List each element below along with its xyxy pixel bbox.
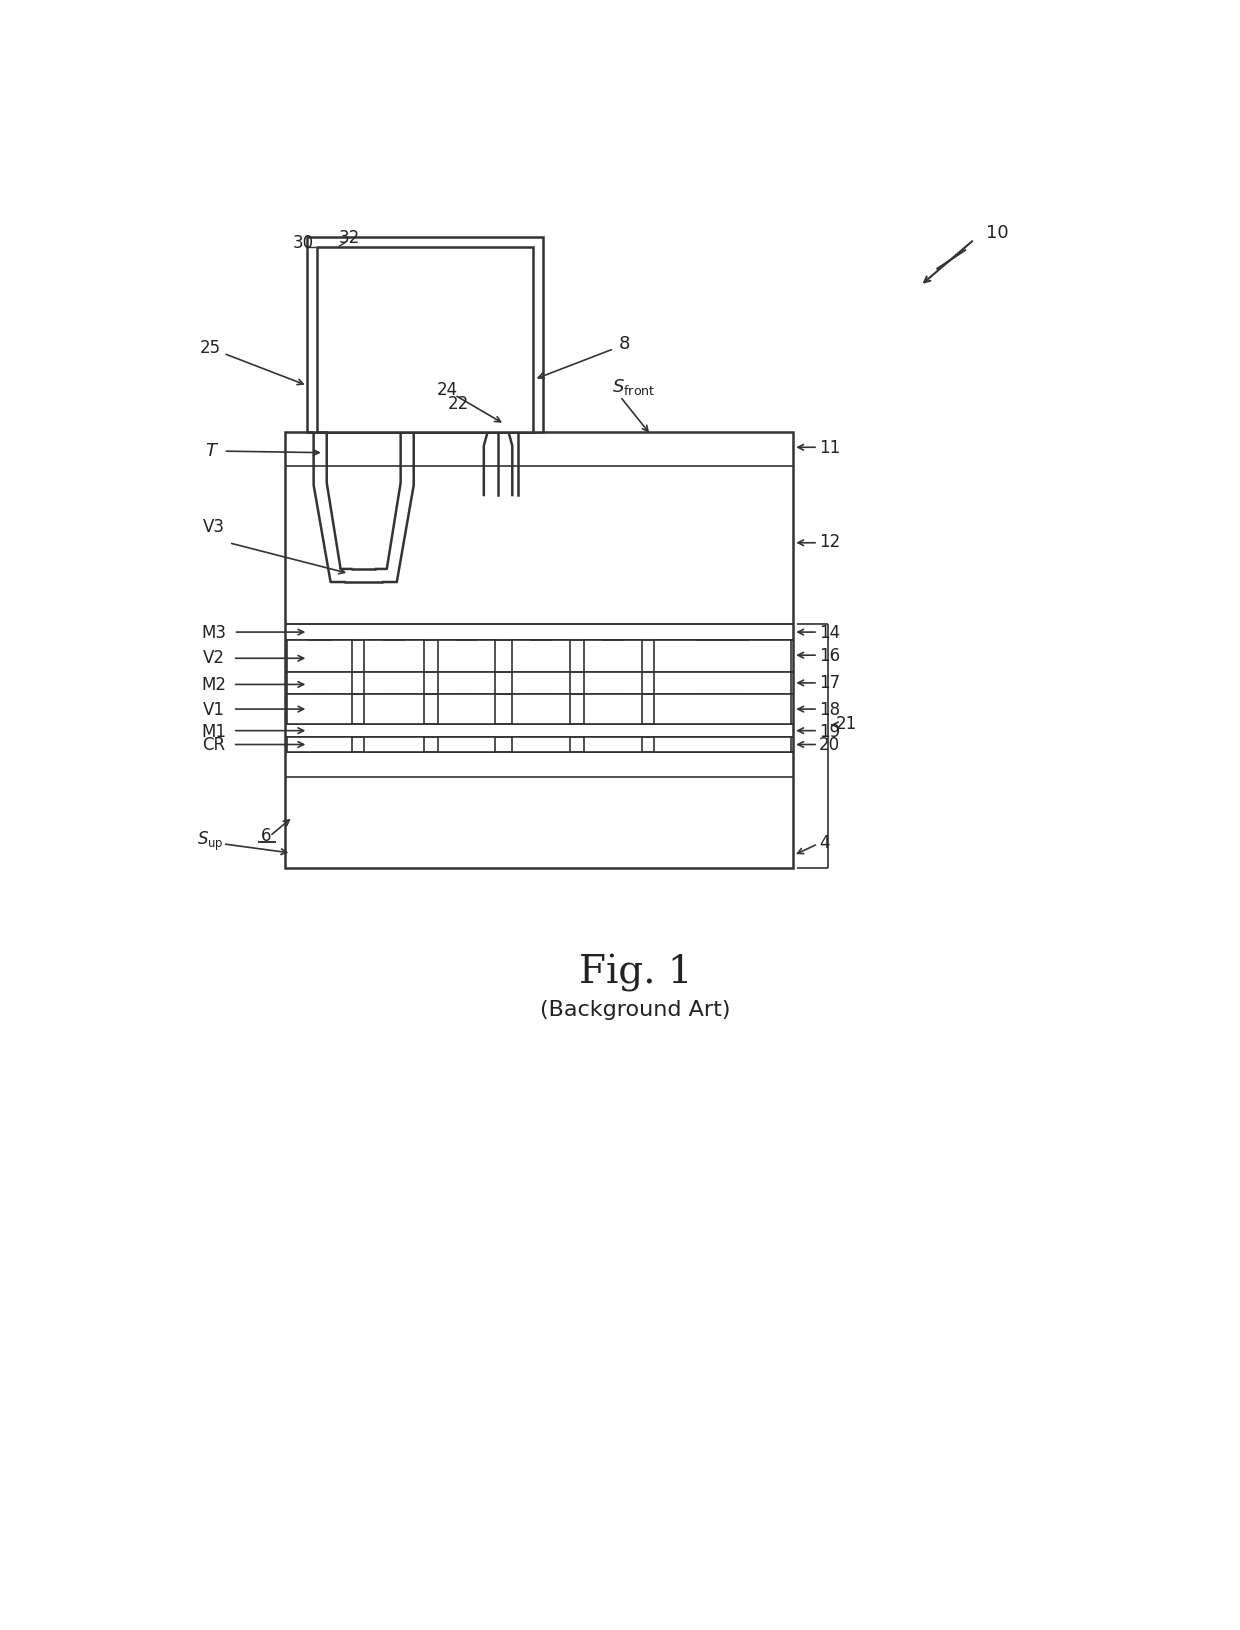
Text: M1: M1 — [201, 722, 226, 740]
Bar — [653, 737, 791, 753]
Text: (Background Art): (Background Art) — [541, 999, 730, 1020]
Text: 21: 21 — [836, 716, 857, 734]
Text: CR: CR — [202, 737, 226, 755]
Text: 32: 32 — [339, 228, 360, 246]
Bar — [653, 641, 791, 673]
Text: 25: 25 — [200, 339, 221, 357]
Text: 11: 11 — [818, 438, 839, 456]
Bar — [365, 737, 424, 753]
Text: V3: V3 — [202, 517, 224, 536]
Text: M2: M2 — [201, 676, 226, 694]
Text: 20: 20 — [818, 737, 839, 755]
Bar — [584, 641, 641, 673]
Text: V2: V2 — [202, 649, 224, 667]
Text: 6: 6 — [260, 826, 272, 844]
Text: 24: 24 — [436, 380, 459, 398]
Bar — [438, 673, 495, 694]
Text: 12: 12 — [818, 533, 839, 551]
Bar — [512, 673, 570, 694]
Bar — [653, 673, 791, 694]
Bar — [512, 694, 570, 725]
Text: M3: M3 — [201, 624, 226, 642]
Bar — [306, 238, 543, 432]
Bar — [512, 641, 570, 673]
Text: T: T — [205, 442, 216, 460]
Bar — [288, 641, 352, 673]
Bar — [512, 737, 570, 753]
Bar — [438, 737, 495, 753]
Text: 30: 30 — [293, 235, 314, 253]
Text: 19: 19 — [818, 722, 839, 740]
Bar — [653, 694, 791, 725]
Bar — [316, 248, 533, 432]
Bar — [285, 432, 794, 869]
Text: Fig. 1: Fig. 1 — [579, 954, 692, 991]
Bar — [288, 694, 352, 725]
Bar — [365, 641, 424, 673]
Text: 14: 14 — [818, 624, 839, 642]
Bar — [438, 694, 495, 725]
Bar — [584, 737, 641, 753]
Bar — [584, 694, 641, 725]
Text: 4: 4 — [818, 833, 830, 851]
Bar — [288, 673, 352, 694]
Bar — [584, 673, 641, 694]
Text: $S_{\sf up}$: $S_{\sf up}$ — [197, 830, 223, 852]
Bar — [365, 673, 424, 694]
Text: 8: 8 — [619, 334, 630, 352]
Text: 22: 22 — [448, 394, 469, 412]
Bar — [365, 694, 424, 725]
Bar — [438, 641, 495, 673]
Text: 10: 10 — [986, 223, 1008, 241]
Bar — [288, 737, 352, 753]
Text: V1: V1 — [202, 701, 224, 719]
Text: $S_{\sf front}$: $S_{\sf front}$ — [613, 377, 656, 396]
Text: 18: 18 — [818, 701, 839, 719]
Text: 17: 17 — [818, 673, 839, 691]
Text: 16: 16 — [818, 647, 839, 665]
